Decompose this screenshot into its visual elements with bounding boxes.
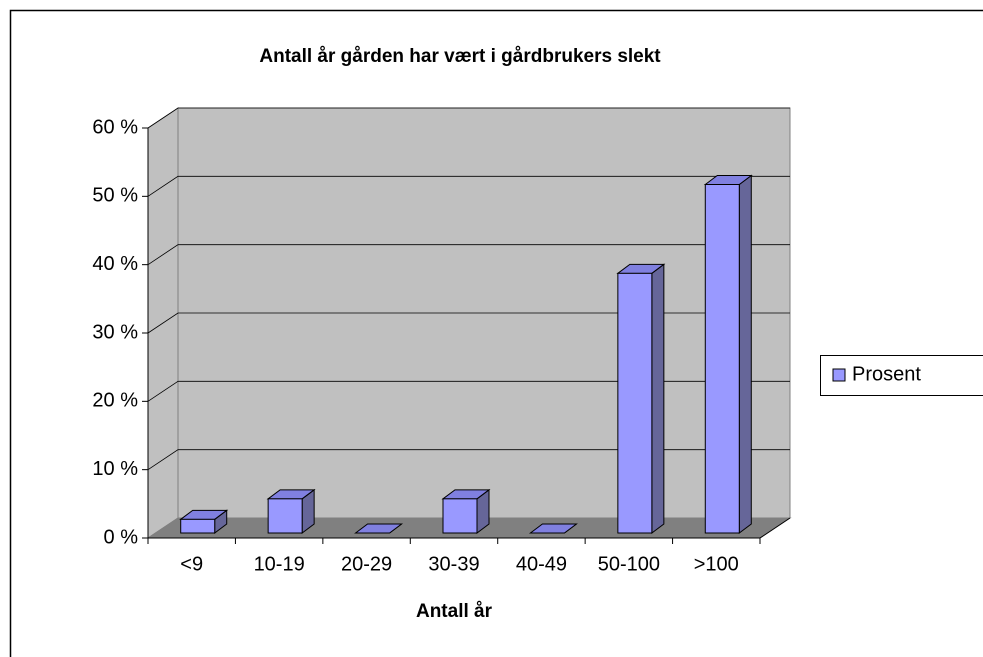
bar-side bbox=[738, 174, 752, 534]
bar-front bbox=[704, 184, 740, 534]
y-tick-label: 50 % bbox=[92, 185, 138, 207]
legend-box bbox=[820, 355, 983, 396]
grid-line bbox=[147, 175, 790, 197]
bar bbox=[441, 488, 491, 534]
x-tick-label: 20-29 bbox=[341, 553, 392, 575]
y-tick-label: 10 % bbox=[92, 458, 138, 480]
y-tick-label: 0 % bbox=[104, 526, 139, 548]
bar bbox=[354, 523, 404, 534]
bar-front bbox=[442, 498, 478, 534]
grid-line bbox=[147, 312, 790, 334]
y-tick-label: 60 % bbox=[92, 116, 138, 138]
x-tick-label: 30-39 bbox=[428, 553, 479, 575]
bar-top bbox=[354, 523, 404, 534]
legend-label: Prosent bbox=[852, 363, 921, 385]
x-tick-label: 10-19 bbox=[254, 553, 305, 575]
x-tick-label: 40-49 bbox=[516, 553, 567, 575]
y-tick-label: 20 % bbox=[92, 390, 138, 412]
bar bbox=[179, 509, 229, 534]
grid-line bbox=[147, 449, 790, 470]
chart-title: Antall år gården har vært i gårdbrukers … bbox=[259, 46, 661, 67]
bar bbox=[528, 523, 578, 534]
x-axis-title: Antall år bbox=[416, 601, 493, 622]
grid-line bbox=[147, 244, 790, 265]
bar-top bbox=[528, 523, 578, 534]
grid-line bbox=[147, 380, 790, 402]
bar-front bbox=[180, 518, 216, 534]
x-tick-label: 50-100 bbox=[598, 553, 660, 575]
y-tick-label: 30 % bbox=[92, 321, 138, 343]
x-axis-depth bbox=[759, 517, 791, 539]
grid-line bbox=[147, 107, 790, 129]
bar-side bbox=[651, 263, 665, 534]
bar bbox=[266, 488, 316, 534]
x-tick-label: <9 bbox=[180, 553, 203, 575]
legend-swatch bbox=[832, 368, 846, 382]
bar-front bbox=[617, 272, 653, 534]
bar-front bbox=[267, 498, 303, 534]
x-tick-label: >100 bbox=[694, 553, 739, 575]
bar bbox=[703, 174, 753, 534]
y-tick-label: 40 % bbox=[92, 253, 138, 275]
bar bbox=[616, 263, 666, 534]
